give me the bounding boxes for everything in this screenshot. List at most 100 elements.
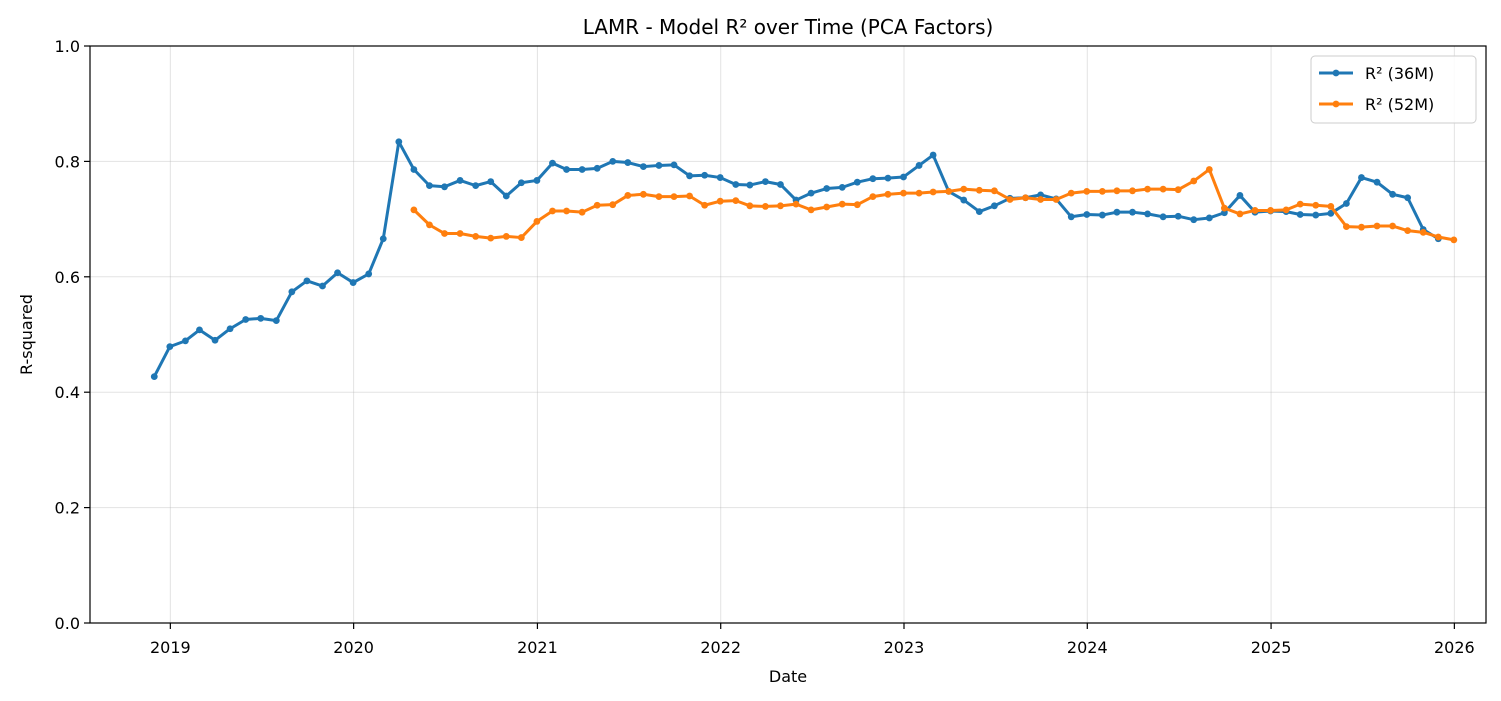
data-point <box>441 230 448 237</box>
data-point <box>1067 189 1075 197</box>
data-point <box>272 317 280 325</box>
data-point <box>211 336 219 344</box>
data-point <box>1006 196 1014 203</box>
data-point <box>1052 196 1060 203</box>
data-point <box>578 166 586 173</box>
series-1 <box>410 166 1458 244</box>
data-point <box>807 189 815 197</box>
x-tick-label: 2025 <box>1251 638 1292 657</box>
series-line <box>152 140 1440 379</box>
data-point <box>639 163 647 170</box>
data-point <box>334 269 341 277</box>
data-point <box>869 175 877 183</box>
y-tick-label: 0.2 <box>55 499 80 518</box>
data-point <box>853 178 861 186</box>
data-point <box>1205 166 1213 173</box>
data-point <box>609 201 617 209</box>
data-point <box>472 182 480 190</box>
data-point <box>777 202 784 210</box>
data-point <box>487 234 495 242</box>
series-0 <box>150 138 1442 381</box>
data-point <box>410 206 418 214</box>
data-point <box>1358 223 1365 231</box>
data-point <box>349 279 357 286</box>
data-point <box>884 174 892 182</box>
x-tick-label: 2022 <box>700 638 741 657</box>
x-axis-label: Date <box>769 667 807 686</box>
x-tick-label: 2020 <box>333 638 374 657</box>
data-point <box>624 159 632 166</box>
data-point <box>182 337 189 345</box>
data-point <box>395 138 403 146</box>
data-point <box>379 235 387 243</box>
data-point <box>257 314 265 322</box>
data-point <box>1205 214 1213 222</box>
data-point <box>456 177 464 184</box>
data-point <box>686 172 693 180</box>
data-point <box>807 206 815 214</box>
chart-title: LAMR - Model R² over Time (PCA Factors) <box>583 15 994 39</box>
data-point <box>1144 210 1151 218</box>
x-tick-label: 2021 <box>517 638 558 657</box>
data-point <box>1343 200 1350 207</box>
data-point <box>915 189 923 197</box>
data-point <box>701 171 709 179</box>
legend-item: R² (52M) <box>1319 95 1434 114</box>
data-point <box>1083 188 1091 195</box>
data-point <box>1220 204 1228 212</box>
data-point <box>975 208 983 216</box>
data-point <box>426 182 433 190</box>
data-point <box>1022 194 1029 202</box>
data-point <box>549 159 556 167</box>
x-tick-label: 2024 <box>1067 638 1108 657</box>
data-point <box>563 207 570 215</box>
data-point <box>1296 200 1304 208</box>
data-point <box>1236 210 1244 218</box>
data-point <box>716 197 724 205</box>
legend-marker <box>1332 69 1340 77</box>
y-tick-label: 1.0 <box>55 37 80 56</box>
data-point <box>365 270 373 278</box>
data-point <box>1327 209 1335 217</box>
data-point <box>1389 222 1396 230</box>
data-point <box>303 277 311 285</box>
data-point <box>1358 174 1365 181</box>
data-point <box>853 201 861 209</box>
data-point <box>426 221 433 229</box>
data-point <box>1098 188 1106 195</box>
data-point <box>166 343 174 351</box>
data-point <box>1282 206 1290 214</box>
data-point <box>762 203 769 210</box>
data-point <box>456 230 464 237</box>
data-point <box>533 177 541 184</box>
data-point <box>746 202 754 210</box>
data-point <box>502 233 510 240</box>
ticks: 0.0 0.2 0.4 0.6 0.8 1.0 2019 2020 2021 2022 2023 20… <box>55 37 1475 657</box>
data-point <box>563 166 570 173</box>
data-point <box>960 185 968 193</box>
data-point <box>823 203 831 211</box>
data-point <box>1037 196 1044 203</box>
data-point <box>502 192 510 200</box>
y-tick-label: 0.8 <box>55 152 80 171</box>
data-point <box>1251 207 1259 214</box>
data-point <box>609 158 617 165</box>
data-point <box>884 190 892 198</box>
y-axis-label: R-squared <box>17 294 36 375</box>
data-point <box>732 197 740 205</box>
y-tick-label: 0.6 <box>55 268 80 287</box>
data-point <box>686 192 693 200</box>
data-point <box>441 183 448 191</box>
data-point <box>823 185 831 192</box>
x-tick-label: 2019 <box>150 638 191 657</box>
data-point <box>1113 208 1121 216</box>
data-point <box>838 200 846 208</box>
legend-label: R² (36M) <box>1365 64 1434 83</box>
data-point <box>1144 185 1151 193</box>
data-point <box>732 181 740 188</box>
data-point <box>762 178 769 185</box>
data-point <box>1373 178 1381 186</box>
data-point <box>196 326 203 334</box>
data-point <box>487 178 495 185</box>
